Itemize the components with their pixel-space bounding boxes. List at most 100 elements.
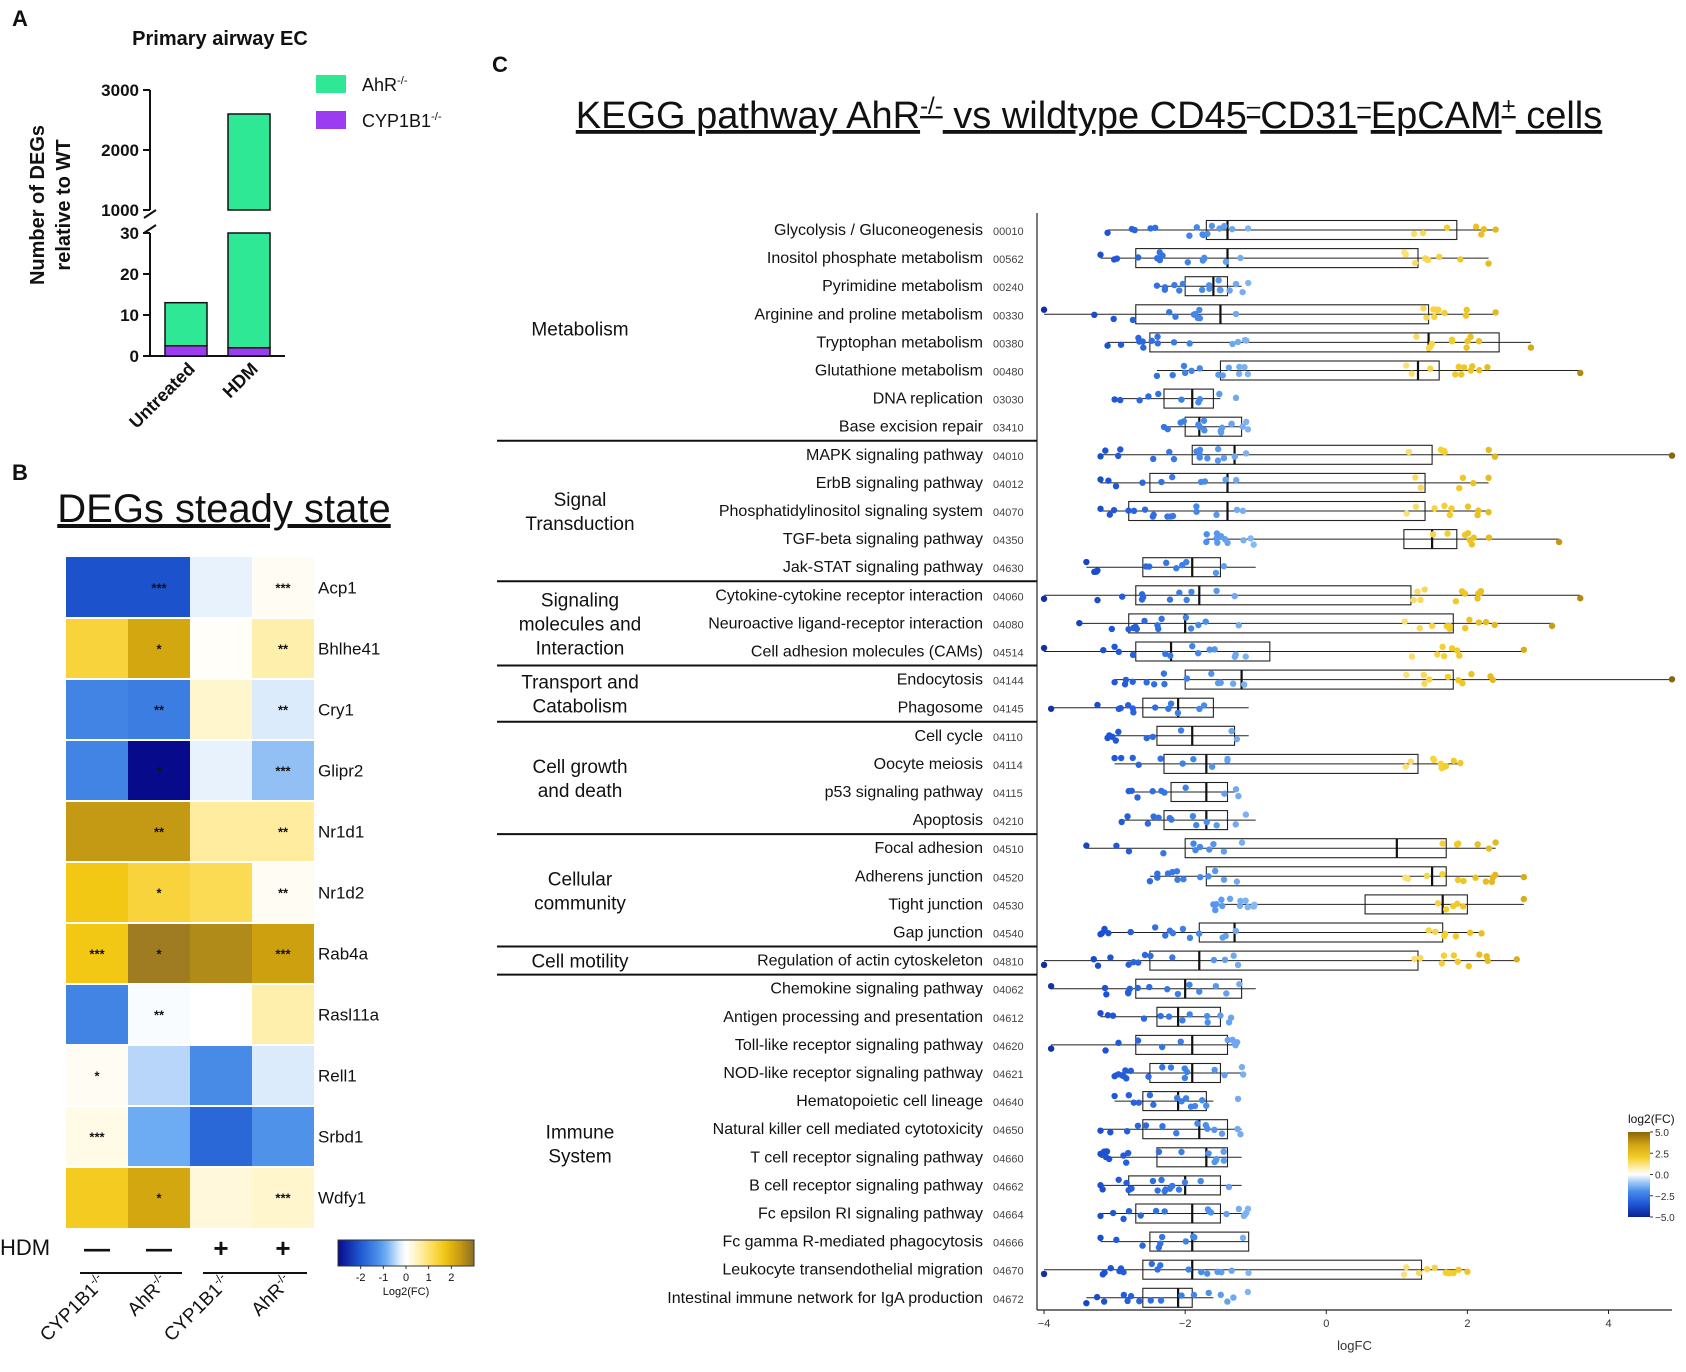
data-point <box>1472 223 1480 230</box>
data-point <box>1448 645 1456 652</box>
heatmap-cell <box>66 862 128 923</box>
data-point <box>1243 418 1250 426</box>
data-point <box>1190 840 1197 847</box>
heatmap-cell <box>252 679 314 740</box>
data-point <box>1417 954 1424 962</box>
data-point <box>1169 929 1177 937</box>
heatmap-column-label: CYP1B1-/- <box>35 1271 110 1346</box>
data-point <box>1123 1159 1130 1166</box>
box <box>1156 725 1236 746</box>
data-point <box>1420 671 1427 679</box>
hdm-sign: — <box>146 1233 172 1263</box>
significance-mark: ** <box>278 642 289 657</box>
heatmap-cell <box>190 1167 252 1228</box>
data-point <box>1410 230 1418 238</box>
heatmap-cell <box>190 1106 252 1167</box>
data-point <box>1485 446 1492 454</box>
data-point <box>1215 371 1222 378</box>
pathway-id: 04114 <box>993 760 1023 772</box>
pathway-label: Fc gamma R-mediated phagocytosis <box>722 1234 983 1251</box>
data-point <box>1192 310 1199 318</box>
data-point <box>1203 1012 1211 1020</box>
panel-c-xtick-label: −2 <box>1179 1318 1192 1330</box>
box <box>1170 781 1229 803</box>
panel-c-colorbar-tick-label: 5.0 <box>1655 1128 1669 1139</box>
data-point <box>1437 760 1445 768</box>
data-point <box>1200 702 1208 709</box>
data-point <box>1131 226 1138 234</box>
pathway-label: Adherens junction <box>855 868 983 885</box>
pathway-label: DNA replication <box>873 391 983 408</box>
data-point <box>1222 258 1230 265</box>
data-point <box>1214 445 1222 453</box>
data-point <box>1179 925 1187 933</box>
data-point <box>1491 453 1499 460</box>
data-point <box>1410 596 1417 604</box>
data-point <box>1222 932 1229 940</box>
data-point <box>1146 1091 1154 1099</box>
data-point <box>1245 1269 1252 1277</box>
pathway-id: 04080 <box>993 619 1024 631</box>
panel-a-ylabel-line2: relative to WT <box>53 139 75 270</box>
data-point <box>1488 878 1496 886</box>
data-point <box>1454 900 1461 907</box>
data-point <box>1158 1176 1165 1184</box>
panel-b-colorbar <box>337 1239 475 1267</box>
data-point <box>1184 259 1192 266</box>
data-point <box>1100 1148 1108 1155</box>
pathway-id: 00240 <box>993 282 1024 294</box>
data-point <box>1173 565 1180 572</box>
box <box>1142 1287 1193 1308</box>
data-point <box>1190 755 1197 763</box>
data-point <box>1164 985 1171 993</box>
panel-c-colorbar-tick-label: −5.0 <box>1655 1213 1675 1224</box>
data-point <box>1448 505 1455 512</box>
data-point <box>1140 344 1147 351</box>
data-point <box>1489 676 1497 684</box>
data-point <box>1421 586 1428 593</box>
data-point <box>1238 1063 1246 1071</box>
data-point <box>1234 338 1242 346</box>
data-point <box>1412 503 1420 510</box>
data-point <box>1465 962 1472 970</box>
data-point <box>1094 596 1101 604</box>
panel-b: DEGs steady state*** *** Acp1* ** Bhlhe41** *… <box>0 487 475 1346</box>
data-point <box>1166 596 1174 603</box>
data-point <box>1179 1017 1186 1024</box>
data-point <box>1455 363 1462 371</box>
data-point <box>1470 534 1477 541</box>
data-point <box>1109 1012 1117 1019</box>
data-point <box>1159 252 1166 259</box>
data-point <box>1232 310 1240 318</box>
data-point <box>1480 226 1488 233</box>
data-point <box>1219 902 1226 910</box>
data-point <box>1173 1129 1180 1137</box>
data-point <box>1101 984 1109 992</box>
data-point <box>1083 842 1090 849</box>
data-point <box>1103 991 1110 998</box>
pathway-label: Chemokine signaling pathway <box>770 981 983 998</box>
data-point <box>1195 930 1203 937</box>
data-point <box>1435 306 1442 313</box>
data-point <box>1170 339 1178 346</box>
legend-label-0: AhR-/- <box>362 75 408 95</box>
data-point <box>1114 452 1122 460</box>
data-point <box>1442 762 1450 770</box>
data-point <box>1224 1036 1232 1044</box>
panel-label-c: C <box>492 52 508 77</box>
data-point <box>1097 476 1104 483</box>
panel-a-tick-label: 1000 <box>101 201 139 220</box>
data-point <box>1413 333 1420 340</box>
data-point <box>1115 728 1122 736</box>
data-point <box>1235 370 1243 378</box>
data-point <box>1244 903 1251 911</box>
data-point <box>1201 427 1208 434</box>
data-point <box>1234 1125 1241 1133</box>
data-point <box>1461 590 1469 597</box>
data-point <box>1403 510 1410 517</box>
data-point <box>1094 701 1101 709</box>
data-point <box>1513 956 1520 963</box>
data-point <box>1196 446 1204 454</box>
data-point <box>1215 277 1222 284</box>
heatmap-column-label: AhR-/- <box>247 1271 297 1321</box>
